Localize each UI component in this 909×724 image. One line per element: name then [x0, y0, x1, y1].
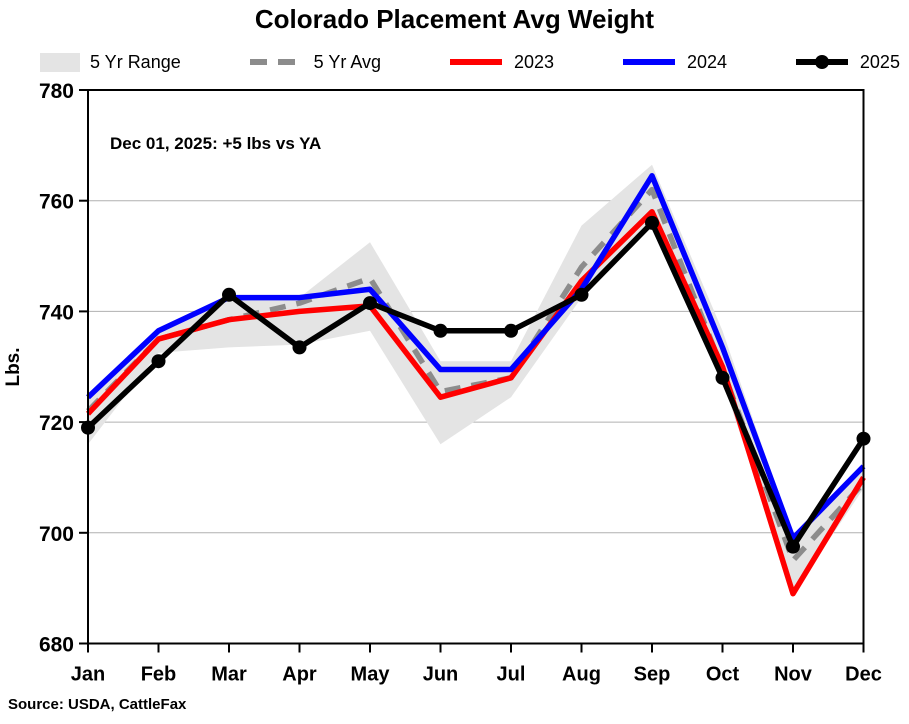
series-2025-marker-jun [433, 323, 448, 338]
series-2025-marker-sep [645, 215, 659, 230]
series-2025-marker-may [363, 296, 377, 311]
x-tick-label-dec: Dec [845, 664, 882, 686]
series-5yr-range-area [88, 164, 864, 594]
legend-item-2023: 2023 [448, 52, 554, 73]
y-tick-label-680: 680 [39, 634, 74, 657]
legend-dashed-swatch-icon [249, 59, 302, 65]
chart-title: Colorado Placement Avg Weight [254, 4, 655, 34]
x-tick-label-jul: Jul [497, 664, 526, 686]
y-tick-label-700: 700 [39, 523, 74, 546]
x-tick-label-apr: Apr [282, 664, 317, 686]
x-tick-label-jun: Jun [423, 664, 459, 686]
annotation-text: Dec 01, 2025: +5 lbs vs YA [110, 134, 322, 153]
source-credit: Source: USDA, CattleFax [8, 696, 187, 713]
legend-label: 2023 [513, 51, 555, 72]
legend-label: 5 Yr Range [90, 51, 181, 72]
legend-line-marker-swatch-icon [795, 55, 848, 69]
legend-line-swatch-icon [449, 59, 502, 65]
series-2025-marker-mar [222, 287, 236, 302]
series-2024-line [86, 173, 866, 542]
x-tick-label-mar: Mar [211, 664, 247, 686]
series-2025-marker-nov [786, 539, 800, 554]
y-axis-title: Lbs. [3, 347, 24, 387]
y-tick-label-740: 740 [39, 301, 74, 324]
x-tick-label-jan: Jan [71, 664, 105, 686]
series-2025-marker-apr [292, 340, 307, 355]
x-tick-label-sep: Sep [634, 664, 671, 686]
legend-item-5-yr-avg: 5 Yr Avg [248, 52, 381, 73]
legend-item-5-yr-range: 5 Yr Range [40, 52, 181, 73]
y-tick-label-720: 720 [39, 412, 74, 435]
legend-line-swatch-icon [622, 59, 675, 65]
y-tick-label-780: 780 [39, 80, 74, 103]
series-2025-marker-jul [504, 323, 518, 338]
legend: 5 Yr Range 5 Yr Avg 2023 2024 2025 [40, 46, 900, 78]
x-tick-label-feb: Feb [141, 664, 177, 686]
plot-border [87, 89, 865, 645]
legend-item-2024: 2024 [621, 52, 727, 73]
x-tick-label-aug: Aug [562, 664, 601, 686]
y-tick-label-760: 760 [39, 191, 74, 214]
legend-label: 2024 [686, 51, 727, 72]
series-2025-marker-aug [574, 287, 589, 302]
legend-label: 2025 [859, 51, 900, 72]
series-2025-line [86, 220, 866, 550]
x-tick-label-oct: Oct [706, 664, 740, 686]
legend-item-2025: 2025 [794, 52, 900, 73]
x-tick-label-nov: Nov [774, 664, 813, 686]
series-2025-marker-oct [715, 370, 730, 385]
legend-label: 5 Yr Avg [313, 51, 382, 72]
legend-range-swatch-icon [40, 52, 80, 72]
x-tick-label-may: May [351, 664, 391, 686]
series-2025-marker-feb [151, 354, 166, 369]
